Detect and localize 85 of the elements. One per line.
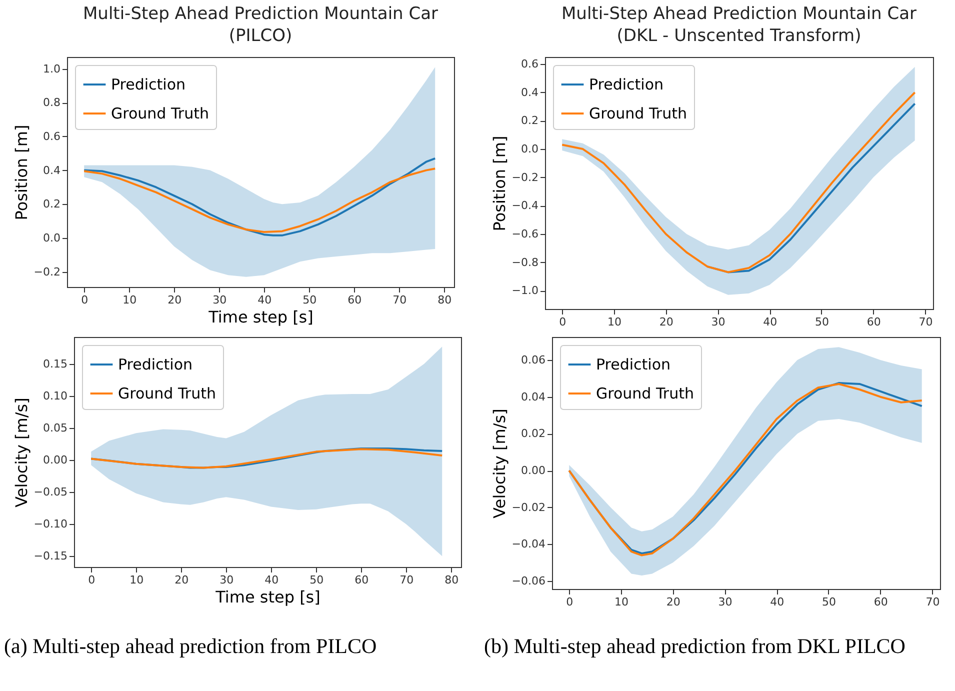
y-tick-label: 0.00: [521, 464, 546, 478]
y-tick-label: −0.4: [512, 199, 538, 212]
x-tick-label: 20: [168, 294, 182, 306]
y-tick-label: −0.05: [34, 486, 68, 499]
x-tick-label: 20: [666, 596, 680, 608]
x-tick-label: 20: [659, 316, 674, 328]
y-tick-label: −1.0: [512, 284, 538, 298]
x-tick-label: 0: [81, 294, 88, 306]
y-tick-label: 0.2: [521, 114, 538, 128]
line-series: [561, 91, 916, 274]
x-tick-label: 30: [718, 596, 732, 608]
y-tick-label: −0.8: [512, 256, 538, 269]
line-series: [83, 157, 436, 236]
y-tick-label: 0.10: [43, 389, 68, 402]
text: (a) Multi-step ahead prediction from PILCO: [4, 634, 378, 659]
y-axis-title: Velocity [m/s]: [12, 398, 31, 508]
x-tick-label: 0: [88, 574, 96, 586]
x-tick-label: 0: [566, 596, 574, 608]
x-tick-label: 70: [392, 294, 407, 306]
x-tick-label: 40: [264, 574, 279, 586]
y-tick-label: 0.00: [43, 454, 68, 467]
x-tick-label: 70: [926, 596, 940, 608]
x-axis-title: Time step [s]: [214, 588, 320, 606]
x-tick-label: 20: [174, 574, 189, 586]
y-tick-label: −0.06: [512, 574, 546, 588]
y-tick-label: 0.0: [521, 142, 538, 156]
x-tick-label: 30: [711, 316, 726, 328]
y-tick-label: −0.15: [34, 550, 68, 563]
text: (b) Multi-step ahead prediction from DKL PILCO: [484, 634, 906, 659]
legend-label: Ground Truth: [589, 104, 687, 122]
y-tick-label: 0.02: [521, 427, 546, 440]
legend-label: Prediction: [596, 356, 671, 374]
y-tick-label: 0.15: [43, 357, 68, 370]
legend-label: Prediction: [118, 356, 193, 374]
x-tick-label: 60: [348, 294, 362, 306]
x-tick-label: 30: [220, 574, 234, 586]
x-tick-label: 50: [310, 574, 324, 586]
x-tick-label: 10: [607, 316, 622, 328]
x-tick-label: 40: [770, 596, 784, 608]
y-tick-label: −0.2: [512, 170, 538, 184]
y-tick-label: 0.6: [521, 58, 538, 71]
y-axis-title: Position [m]: [12, 124, 31, 220]
x-axis-title: Time step [s]: [208, 308, 314, 326]
x-tick-label: 50: [814, 316, 829, 328]
y-tick-label: 0.04: [521, 390, 546, 404]
y-tick-label: 0.6: [43, 130, 60, 143]
y-tick-label: −0.2: [34, 265, 60, 278]
x-tick-label: 50: [822, 596, 836, 608]
x-tick-label: 10: [122, 294, 137, 306]
legend-label: Prediction: [589, 76, 664, 94]
x-tick-label: 30: [212, 294, 227, 306]
y-tick-label: 0.8: [43, 96, 60, 110]
y-tick-label: 1.0: [43, 62, 60, 76]
y-axis-title: Position [m]: [490, 136, 509, 232]
x-tick-label: 40: [258, 294, 272, 306]
y-tick-label: −0.04: [512, 538, 546, 551]
line-series: [83, 168, 436, 234]
y-axis-title: Velocity [m/s]: [490, 408, 509, 518]
x-tick-label: 0: [559, 316, 566, 328]
y-tick-label: 0.4: [43, 164, 60, 177]
y-tick-label: −0.6: [512, 227, 538, 240]
y-tick-label: −0.02: [512, 500, 546, 514]
y-tick-label: 0.2: [43, 198, 60, 211]
x-tick-label: 60: [866, 316, 881, 328]
x-tick-label: 60: [354, 574, 369, 586]
x-tick-label: 80: [444, 574, 459, 586]
y-tick-label: 0.05: [43, 421, 68, 434]
legend-label: Prediction: [111, 76, 186, 94]
x-tick-label: 60: [874, 596, 888, 608]
x-tick-label: 70: [400, 574, 414, 586]
x-tick-label: 80: [438, 294, 452, 306]
legend-label: Ground Truth: [596, 384, 694, 402]
y-tick-label: 0.0: [43, 231, 60, 244]
x-tick-label: 10: [614, 596, 628, 608]
y-tick-label: 0.4: [521, 86, 538, 99]
legend-label: Ground Truth: [111, 104, 209, 122]
legend-label: Ground Truth: [118, 384, 216, 402]
x-tick-label: 10: [130, 574, 144, 586]
chart-title: Multi-Step Ahead Prediction Mountain Car (PILCO): [82, 4, 438, 46]
x-tick-label: 70: [918, 316, 933, 328]
x-tick-label: 40: [763, 316, 778, 328]
x-tick-label: 50: [302, 294, 317, 306]
chart-title: Multi-Step Ahead Prediction Mountain Car (DKL - Unscented Transform): [561, 4, 917, 46]
y-tick-label: 0.06: [521, 354, 546, 367]
y-tick-label: −0.10: [34, 518, 68, 531]
